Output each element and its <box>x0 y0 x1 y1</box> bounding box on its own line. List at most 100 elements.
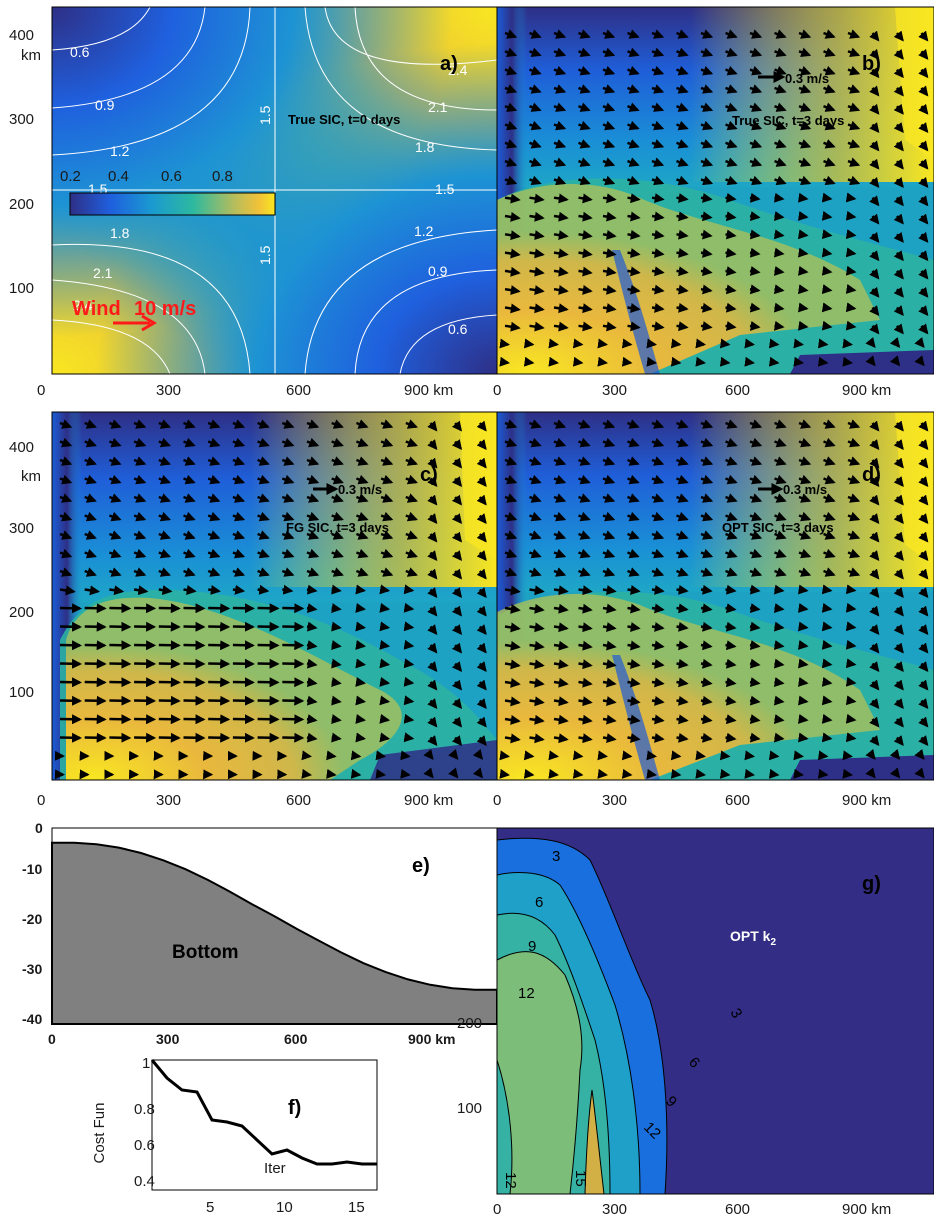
y-tick-label: 100 <box>9 684 34 701</box>
velocity-arrow <box>504 120 518 131</box>
velocity-arrow <box>427 624 438 636</box>
velocity-arrow <box>869 268 880 280</box>
velocity-arrow <box>306 567 320 577</box>
velocity-arrow <box>869 195 880 207</box>
velocity-arrow <box>504 248 521 259</box>
velocity-arrow <box>529 321 545 332</box>
velocity-arrow <box>773 621 785 632</box>
velocity-arrow <box>602 120 616 131</box>
y-tick-label: -20 <box>22 911 42 927</box>
velocity-arrow <box>725 157 738 167</box>
velocity-arrow <box>700 567 714 577</box>
velocity-arrow <box>331 584 342 595</box>
velocity-arrow <box>578 284 593 295</box>
velocity-arrow <box>331 714 342 724</box>
velocity-arrow <box>451 457 463 469</box>
velocity-arrow <box>823 567 836 577</box>
velocity-arrow <box>651 266 665 277</box>
velocity-arrow <box>700 621 713 632</box>
x-tick-label: 600 <box>286 792 311 809</box>
panel-cd-x-ticks: 0 300 600 900 km 0 300 600 900 km <box>37 792 891 809</box>
velocity-arrow <box>158 511 171 522</box>
velocity-arrow <box>84 530 97 540</box>
velocity-arrow <box>797 677 809 687</box>
velocity-arrow <box>602 419 616 429</box>
velocity-arrow <box>403 639 415 650</box>
velocity-arrow <box>823 548 836 559</box>
velocity-arrow <box>355 511 369 522</box>
velocity-arrow <box>281 493 295 503</box>
velocity-arrow <box>627 493 640 503</box>
velocity-arrow <box>627 419 640 429</box>
velocity-arrow <box>504 47 518 58</box>
velocity-arrow <box>257 567 270 577</box>
velocity-arrow <box>331 640 342 650</box>
velocity-arrow <box>749 302 761 313</box>
velocity-arrow <box>797 192 809 203</box>
velocity-arrow <box>893 323 904 335</box>
velocity-arrow <box>529 603 545 614</box>
velocity-arrow <box>676 247 689 258</box>
panel-d: 0.3 m/s OPT SIC, t=3 days d) <box>497 412 934 780</box>
velocity-arrow <box>918 457 929 469</box>
velocity-arrow <box>651 677 665 688</box>
velocity-arrow <box>893 286 904 298</box>
velocity-arrow <box>725 120 738 131</box>
velocity-arrow <box>158 437 171 448</box>
panel-a-contour-labels: 0.6 0.9 1.2 1.5 1.8 2.1 2.4 1.5 1.5 2.4 … <box>70 44 468 337</box>
velocity-arrow <box>529 640 545 651</box>
velocity-arrow <box>84 437 97 448</box>
velocity-arrow <box>821 265 833 276</box>
panel-ab-x-ticks: 0 300 600 900 km 0 300 600 900 km <box>37 382 891 399</box>
velocity-arrow <box>355 530 369 540</box>
velocity-arrow <box>847 419 861 429</box>
velocity-arrow <box>700 84 714 94</box>
velocity-arrow <box>821 602 833 613</box>
velocity-arrow <box>578 733 593 744</box>
velocity-arrow <box>823 474 836 485</box>
velocity-arrow <box>627 139 640 149</box>
velocity-arrow <box>553 474 567 485</box>
velocity-arrow <box>627 65 640 76</box>
contour-label: 15 <box>572 1170 589 1187</box>
velocity-arrow <box>651 493 665 503</box>
velocity-arrow <box>773 640 785 650</box>
velocity-arrow <box>773 320 785 331</box>
velocity-arrow <box>553 622 569 633</box>
velocity-arrow <box>306 640 318 651</box>
velocity-arrow <box>893 30 904 42</box>
velocity-arrow <box>845 584 857 595</box>
velocity-arrow <box>306 511 320 522</box>
velocity-arrow <box>427 587 438 599</box>
velocity-arrow <box>749 419 763 429</box>
velocity-arrow <box>798 567 812 577</box>
velocity-arrow <box>183 511 196 522</box>
velocity-arrow <box>869 679 880 691</box>
velocity-arrow <box>893 661 904 673</box>
velocity-arrow <box>749 714 761 725</box>
velocity-arrow <box>257 530 270 540</box>
velocity-arrow <box>700 419 714 429</box>
velocity-arrow <box>602 284 617 295</box>
velocity-arrow <box>306 658 318 669</box>
velocity-arrow <box>749 175 763 186</box>
velocity-arrow <box>133 419 147 429</box>
velocity-arrow <box>427 716 438 728</box>
velocity-arrow <box>823 47 836 58</box>
velocity-arrow <box>553 29 567 39</box>
velocity-arrow <box>602 266 617 277</box>
velocity-arrow <box>700 65 714 76</box>
velocity-arrow <box>59 493 73 503</box>
velocity-arrow <box>821 621 833 632</box>
velocity-arrow <box>476 531 487 543</box>
velocity-arrow <box>578 603 593 614</box>
velocity-arrow <box>651 29 665 39</box>
velocity-arrow <box>700 139 714 149</box>
velocity-arrow <box>553 456 567 466</box>
velocity-arrow <box>476 550 487 562</box>
velocity-arrow <box>700 120 714 131</box>
velocity-arrow <box>476 716 487 728</box>
velocity-arrow <box>403 658 415 669</box>
velocity-arrow <box>232 511 246 522</box>
colorbar-tick: 0.4 <box>108 168 129 185</box>
